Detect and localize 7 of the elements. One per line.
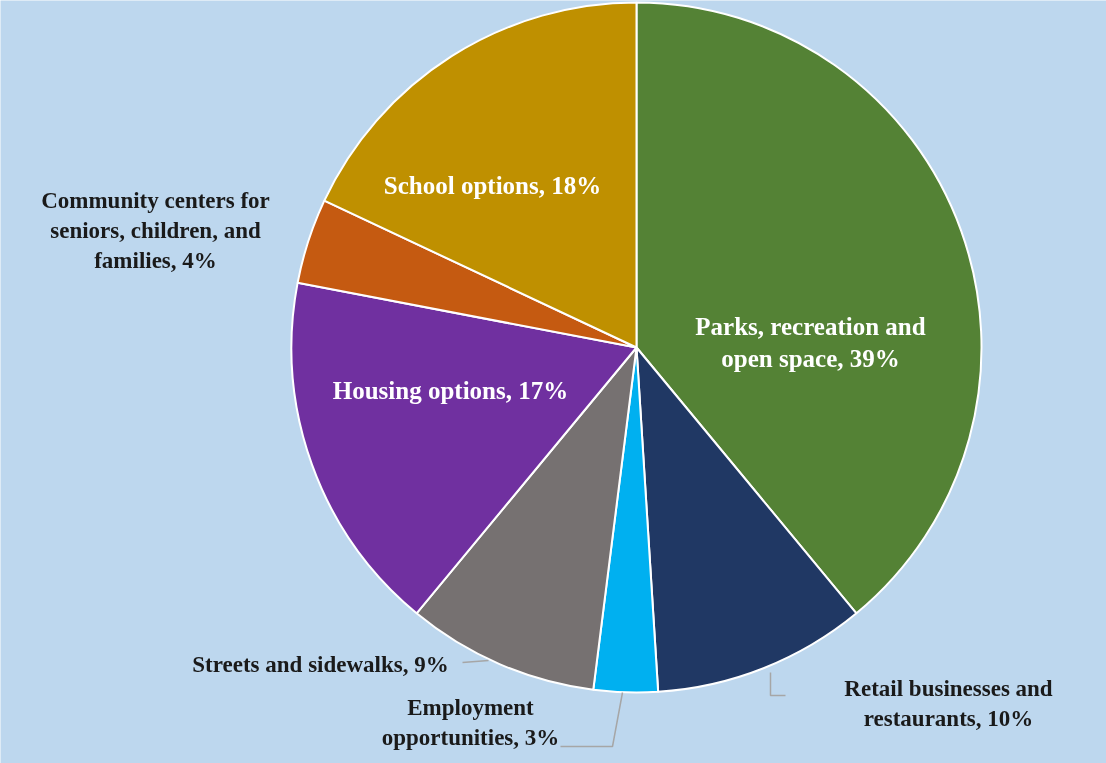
slice-label: Retail businesses and restaurants, 10%	[844, 676, 1053, 731]
slice-label: Streets and sidewalks, 9%	[192, 652, 449, 677]
slice-label: Parks, recreation and open space, 39%	[695, 312, 926, 373]
slice-label: School options, 18%	[383, 172, 602, 199]
slice-label: Employment opportunities, 3%	[381, 695, 560, 750]
slice-label: Housing options, 17%	[332, 377, 569, 404]
slice-label: Community centers for seniors, children, and families, 4%	[41, 188, 270, 273]
